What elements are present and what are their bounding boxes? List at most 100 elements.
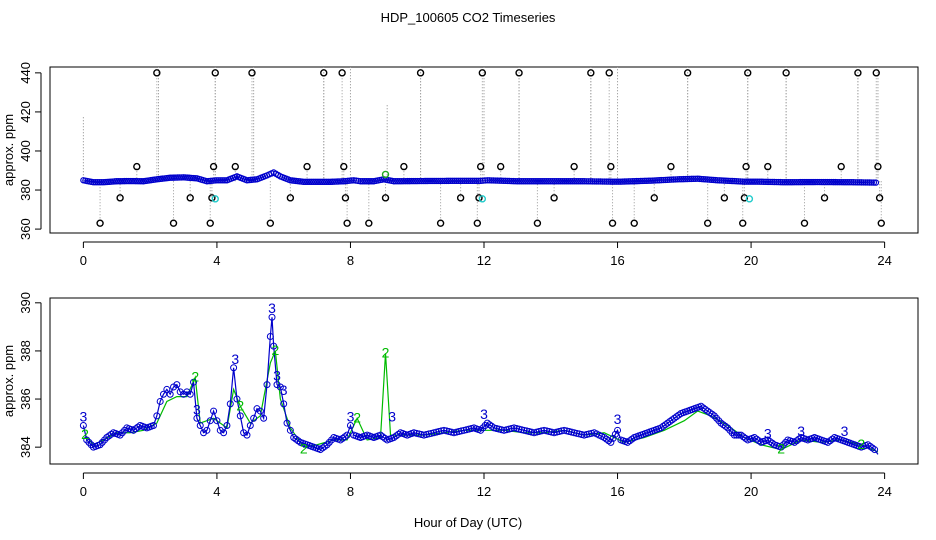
baseline-point [854, 179, 861, 186]
outlier-point [475, 194, 483, 202]
baseline-point [651, 177, 659, 184]
baseline-point [789, 178, 796, 186]
baseline-point [826, 178, 833, 186]
baseline-point [535, 178, 543, 185]
baseline-point [678, 175, 685, 183]
baseline-point [791, 178, 798, 186]
series-point [160, 390, 168, 398]
baseline-point [822, 178, 829, 186]
outlier-point [231, 162, 239, 171]
plot-frame [49, 66, 919, 234]
baseline-point [802, 178, 810, 186]
outlier-point [605, 69, 613, 77]
baseline-point [551, 178, 558, 185]
baseline-point [98, 179, 105, 186]
series-point [226, 400, 234, 408]
series-point [163, 385, 171, 393]
baseline-point [824, 178, 831, 186]
series-point [246, 422, 254, 430]
outlier-point [742, 162, 750, 171]
x-tick-label: 16 [610, 484, 624, 499]
baseline-point [662, 176, 669, 184]
baseline-point [565, 178, 572, 185]
baseline-point [573, 178, 580, 185]
baseline-point [553, 178, 560, 185]
baseline-point [840, 178, 847, 186]
baseline-point [657, 176, 665, 184]
baseline-point [504, 177, 511, 185]
baseline-point [828, 178, 835, 186]
outlier-point [248, 69, 256, 77]
series-point [609, 434, 617, 442]
baseline-point [605, 178, 613, 185]
series-point [121, 426, 129, 434]
outlier-point [96, 219, 104, 227]
outlier-point [820, 194, 829, 202]
baseline-point [417, 177, 425, 185]
x-tick-label: 24 [877, 253, 891, 268]
outlier-point [874, 162, 882, 171]
baseline-point [627, 178, 635, 185]
baseline-point [752, 178, 760, 185]
series-point [166, 390, 174, 398]
baseline-point [692, 175, 699, 182]
baseline-point [414, 177, 421, 185]
series-point [611, 430, 619, 438]
baseline-point [537, 178, 545, 185]
baseline-point [760, 178, 768, 185]
plot-frame [49, 297, 919, 465]
series-point [206, 417, 214, 425]
series-3-line [82, 317, 879, 455]
baseline-point [217, 177, 225, 184]
series-point [779, 441, 787, 449]
baseline-point [412, 177, 419, 185]
baseline-point [404, 177, 411, 185]
baseline-point [469, 177, 476, 185]
baseline-point [832, 178, 839, 186]
outlier-point [667, 162, 675, 171]
baseline-point [498, 177, 505, 184]
baseline-point [589, 178, 596, 185]
baseline-point [580, 178, 588, 185]
baseline-point [547, 178, 554, 185]
series-point [735, 431, 743, 439]
baseline-point [810, 178, 818, 186]
baseline-point [655, 177, 663, 184]
baseline-point [390, 178, 398, 185]
x-tick-label: 8 [347, 484, 354, 499]
series-point [156, 397, 164, 405]
series-point [871, 446, 879, 454]
baseline-point [844, 179, 851, 186]
baseline-point [816, 178, 824, 186]
outlier-point [473, 219, 482, 227]
baseline-point [447, 177, 454, 185]
series-point [233, 395, 241, 403]
baseline-point [461, 177, 468, 185]
series-point [83, 436, 91, 444]
x-tick-label: 4 [213, 484, 220, 499]
baseline-point [445, 177, 452, 185]
outlier-point [872, 69, 880, 77]
baseline-point [561, 178, 568, 185]
series-point [98, 438, 106, 446]
x-tick-label: 20 [744, 253, 758, 268]
series-point [270, 342, 278, 350]
baseline-point [611, 178, 619, 185]
baseline-point [653, 177, 661, 184]
baseline-point [531, 178, 539, 185]
outlier-point [875, 194, 884, 202]
series-2-label: 2 [191, 368, 199, 384]
x-axis-label: Hour of Day (UTC) [414, 515, 522, 530]
baseline-point [533, 178, 541, 185]
baseline-point [571, 178, 578, 185]
baseline-point [518, 178, 525, 185]
baseline-point [724, 177, 732, 184]
baseline-point [830, 178, 837, 186]
baseline-point [779, 178, 786, 186]
series-3-label: 3 [347, 409, 355, 425]
baseline-point [680, 175, 687, 183]
series-point [196, 422, 204, 430]
outlier-point [186, 194, 194, 202]
baseline-point [486, 177, 493, 184]
baseline-point [868, 179, 875, 186]
